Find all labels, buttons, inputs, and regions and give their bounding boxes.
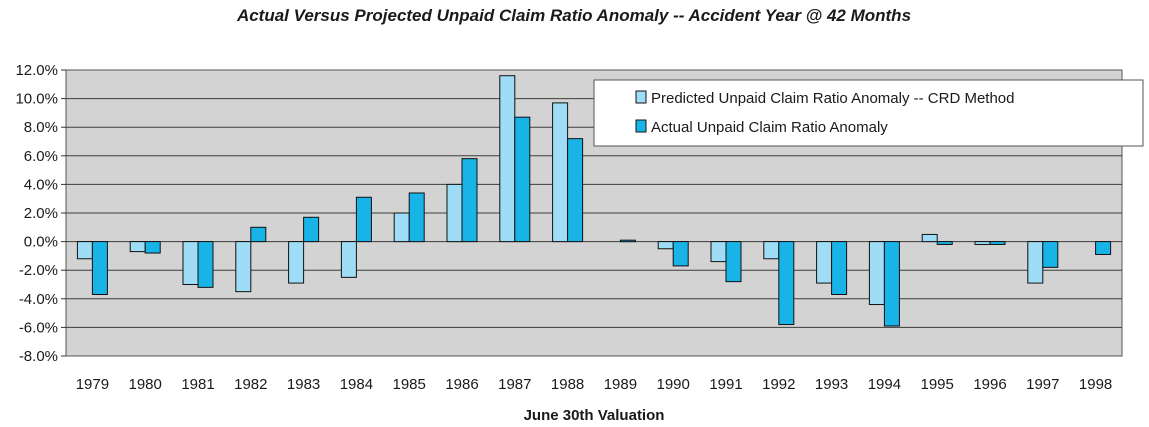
bar-actual-1995 bbox=[936, 241, 953, 245]
legend-box bbox=[593, 79, 1144, 147]
bar-predicted-1991 bbox=[710, 241, 727, 263]
y-axis-tick-labels: 12.0% 10.0% 8.0% 6.0% 4.0% 2.0% 0.0% -2.0% -4.0%… bbox=[15, 62, 58, 365]
legend-swatch-predicted bbox=[635, 90, 647, 104]
bar-actual-1996 bbox=[989, 241, 1006, 245]
x-tick-label: 1984 bbox=[340, 376, 373, 393]
legend-label-actual: Actual Unpaid Claim Ratio Anomaly bbox=[651, 119, 888, 136]
bar-actual-1980 bbox=[144, 241, 161, 254]
bar-predicted-1997 bbox=[1027, 241, 1044, 284]
x-tick-label: 1989 bbox=[604, 376, 637, 393]
x-tick-label: 1996 bbox=[973, 376, 1006, 393]
bar-actual-1987 bbox=[514, 116, 531, 243]
bar-actual-1989 bbox=[619, 239, 636, 243]
x-tick-label: 1985 bbox=[393, 376, 426, 393]
bar-actual-1979 bbox=[91, 241, 108, 296]
bar-predicted-1980 bbox=[129, 241, 146, 253]
y-tick-label: -6.0% bbox=[19, 319, 58, 336]
x-tick-label: 1991 bbox=[709, 376, 742, 393]
bar-predicted-1993 bbox=[816, 241, 833, 284]
bar-predicted-1982 bbox=[235, 241, 252, 293]
bar-actual-1988 bbox=[567, 138, 584, 243]
y-tick-label: 4.0% bbox=[24, 176, 58, 193]
y-tick-label: 10.0% bbox=[15, 91, 58, 108]
bar-actual-1981 bbox=[197, 241, 214, 288]
bar-actual-1993 bbox=[831, 241, 848, 296]
bar-actual-1985 bbox=[408, 192, 425, 243]
legend-label-predicted: Predicted Unpaid Claim Ratio Anomaly -- … bbox=[651, 90, 1014, 107]
y-tick-label: -2.0% bbox=[19, 262, 58, 279]
bars bbox=[76, 75, 1112, 327]
legend: Predicted Unpaid Claim Ratio Anomaly -- … bbox=[593, 79, 1144, 147]
x-tick-label: 1982 bbox=[234, 376, 267, 393]
chart-title: Actual Versus Projected Unpaid Claim Rat… bbox=[236, 6, 911, 25]
bar-actual-1992 bbox=[778, 241, 795, 326]
x-tick-label: 1994 bbox=[868, 376, 901, 393]
bar-actual-1984 bbox=[355, 196, 372, 243]
bar-predicted-1990 bbox=[657, 241, 674, 250]
bar-predicted-1986 bbox=[446, 183, 463, 243]
x-tick-label: 1993 bbox=[815, 376, 848, 393]
bar-actual-1990 bbox=[672, 241, 689, 267]
bar-predicted-1992 bbox=[763, 241, 780, 260]
bar-actual-1994 bbox=[883, 241, 900, 327]
bar-predicted-1984 bbox=[340, 241, 357, 278]
x-tick-label: 1992 bbox=[762, 376, 795, 393]
y-tick-label: -4.0% bbox=[19, 291, 58, 308]
y-tick-label: 2.0% bbox=[24, 205, 58, 222]
y-tick-label: 8.0% bbox=[24, 119, 58, 136]
y-tick-label: 6.0% bbox=[24, 148, 58, 165]
x-tick-label: 1979 bbox=[76, 376, 109, 393]
legend-swatch-actual bbox=[635, 119, 647, 133]
x-tick-label: 1995 bbox=[921, 376, 954, 393]
x-axis-tick-labels: 1979 1980 1981 1982 1983 1984 1985 1986 1987 1988… bbox=[76, 376, 1113, 393]
x-axis-label: June 30th Valuation bbox=[524, 407, 665, 424]
y-tick-label: 0.0% bbox=[24, 234, 58, 251]
bar-actual-1998 bbox=[1095, 241, 1112, 255]
bar-actual-1982 bbox=[250, 226, 267, 243]
bar-predicted-1988 bbox=[552, 102, 569, 243]
x-tick-label: 1980 bbox=[129, 376, 162, 393]
bar-predicted-1995 bbox=[921, 233, 938, 243]
bar-predicted-1983 bbox=[288, 241, 305, 284]
y-tick-label: 12.0% bbox=[15, 62, 58, 79]
bar-predicted-1994 bbox=[868, 241, 885, 306]
x-tick-label: 1998 bbox=[1079, 376, 1112, 393]
bar-predicted-1979 bbox=[76, 241, 93, 260]
bar-actual-1986 bbox=[461, 158, 478, 243]
bar-predicted-1981 bbox=[182, 241, 199, 286]
bar-predicted-1985 bbox=[393, 212, 410, 243]
bar-actual-1991 bbox=[725, 241, 742, 283]
y-tick-label: -8.0% bbox=[19, 348, 58, 365]
x-tick-label: 1997 bbox=[1026, 376, 1059, 393]
x-tick-label: 1990 bbox=[657, 376, 690, 393]
x-tick-label: 1987 bbox=[498, 376, 531, 393]
bar-predicted-1987 bbox=[499, 75, 516, 243]
x-tick-label: 1988 bbox=[551, 376, 584, 393]
bar-predicted-1996 bbox=[974, 241, 991, 245]
x-tick-label: 1981 bbox=[181, 376, 214, 393]
x-tick-label: 1986 bbox=[445, 376, 478, 393]
bar-actual-1983 bbox=[303, 216, 320, 243]
x-tick-label: 1983 bbox=[287, 376, 320, 393]
bar-actual-1997 bbox=[1042, 241, 1059, 268]
